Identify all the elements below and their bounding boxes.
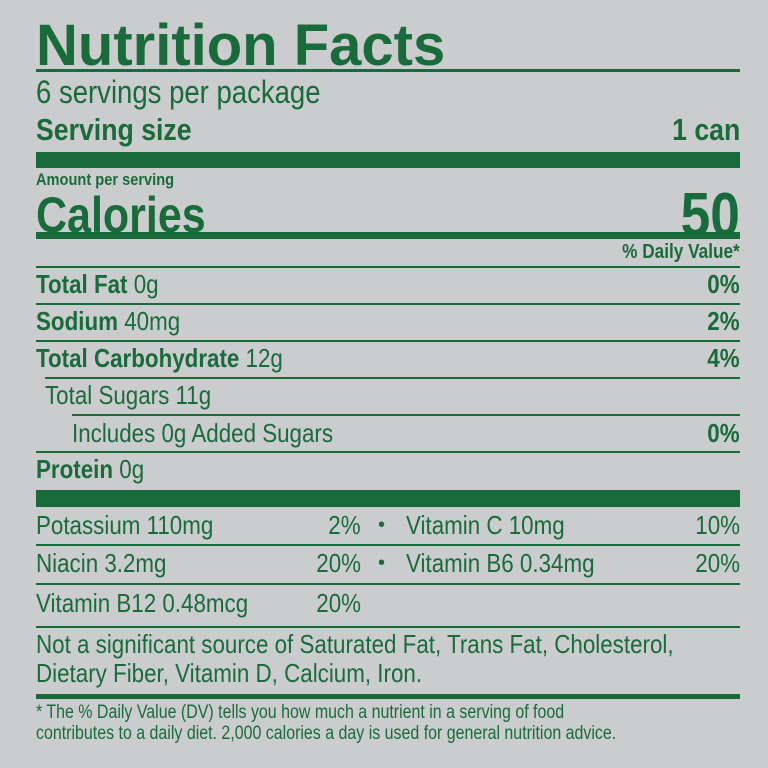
divider	[36, 583, 740, 585]
divider	[45, 377, 740, 379]
label-title: Nutrition Facts	[36, 13, 446, 78]
vitamin-row: Vitamin B12 0.48mcg 20%	[36, 588, 361, 618]
divider	[36, 626, 740, 628]
not-significant-source: Not a significant source of Saturated Fa…	[36, 629, 674, 688]
serving-size-row: Serving size 1 can	[36, 112, 740, 147]
nutrient-row-total-sugars: Total Sugars 11g	[45, 380, 212, 410]
nutrient-row-sodium: Sodium 40mg 2%	[36, 306, 740, 336]
divider	[72, 414, 740, 416]
nutrient-row-protein: Protein 0g	[36, 454, 145, 484]
thick-divider	[36, 490, 740, 507]
divider	[36, 694, 740, 699]
nutrient-row-total-carbohydrate: Total Carbohydrate 12g 4%	[36, 343, 740, 373]
medium-divider	[36, 232, 740, 239]
divider	[36, 451, 740, 453]
divider	[36, 69, 740, 72]
nutrient-row-added-sugars: Includes 0g Added Sugars 0%	[72, 418, 740, 448]
nutrient-row-total-fat: Total Fat 0g 0%	[36, 269, 740, 299]
daily-value-header: % Daily Value*	[622, 241, 740, 263]
vitamin-row: Potassium 110mg 2% • Vitamin C 10mg 10%	[36, 510, 740, 540]
amount-per-serving: Amount per serving	[36, 170, 175, 189]
divider	[36, 544, 740, 546]
divider	[36, 303, 740, 305]
footnote: * The % Daily Value (DV) tells you how m…	[36, 702, 617, 744]
thick-divider	[36, 152, 740, 168]
vitamin-row: Niacin 3.2mg 20% • Vitamin B6 0.34mg 20%	[36, 548, 740, 578]
divider	[36, 340, 740, 342]
servings-per-package: 6 servings per package	[36, 74, 321, 110]
divider	[36, 266, 740, 268]
